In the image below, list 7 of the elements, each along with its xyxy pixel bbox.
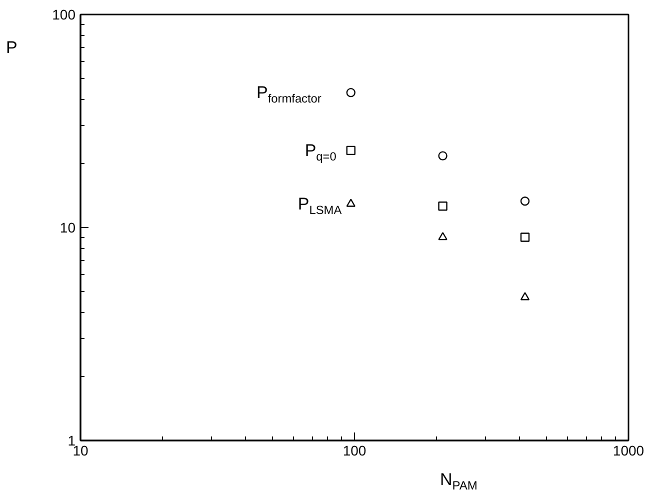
x-axis-title: N$_{PAM}$ — [440, 469, 478, 494]
y-tick-label: 10 — [60, 220, 76, 236]
x-tick-label: 10 — [72, 442, 88, 458]
y-tick-label: 100 — [52, 6, 76, 22]
x-tick-label: 100 — [342, 442, 366, 458]
x-tick-label: 1000 — [612, 442, 644, 458]
y-axis-title: P — [6, 37, 18, 59]
